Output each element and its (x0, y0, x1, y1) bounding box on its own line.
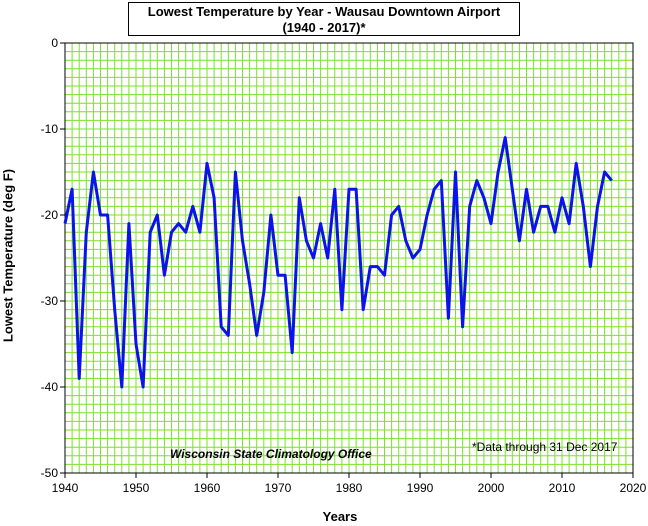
x-tick-label: 2000 (478, 481, 505, 495)
axis-ticks: 1940 1950 1960 1970 1980 1990 2000 2010 2020 0 -10… (41, 36, 647, 495)
x-tick-label: 1990 (407, 481, 434, 495)
y-tick-label: -30 (41, 294, 59, 308)
x-tick-label: 2020 (620, 481, 647, 495)
y-axis-label: Lowest Temperature (deg F) (0, 168, 16, 343)
x-tick-label: 1940 (52, 481, 79, 495)
y-tick-label: -20 (41, 208, 59, 222)
chart-title-box: Lowest Temperature by Year - Wausau Down… (128, 2, 520, 36)
x-tick-label: 1950 (123, 481, 150, 495)
x-axis-label: Years (322, 509, 358, 524)
chart-title: Lowest Temperature by Year - Wausau Down… (147, 4, 501, 19)
x-tick-label: 1980 (336, 481, 363, 495)
series-line (63, 136, 613, 389)
data-note: *Data through 31 Dec 2017 (472, 440, 618, 454)
chart-subtitle: (1940 - 2017)* (282, 20, 366, 35)
y-tick-label: -50 (41, 466, 59, 480)
y-tick-label: -40 (41, 380, 59, 394)
y-tick-label: 0 (51, 36, 58, 50)
x-tick-label: 2010 (549, 481, 576, 495)
y-tick-label: -10 (41, 122, 59, 136)
x-tick-label: 1970 (265, 481, 292, 495)
x-tick-label: 1960 (194, 481, 221, 495)
credit-text: Wisconsin State Climatology Office (170, 447, 372, 461)
